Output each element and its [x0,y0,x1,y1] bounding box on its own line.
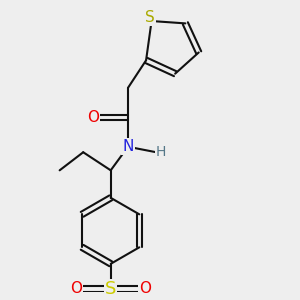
Text: O: O [70,281,82,296]
Text: H: H [156,145,166,159]
Text: O: O [139,281,151,296]
Text: S: S [145,11,155,26]
Text: S: S [105,280,116,298]
Text: O: O [87,110,99,125]
Text: N: N [122,139,134,154]
